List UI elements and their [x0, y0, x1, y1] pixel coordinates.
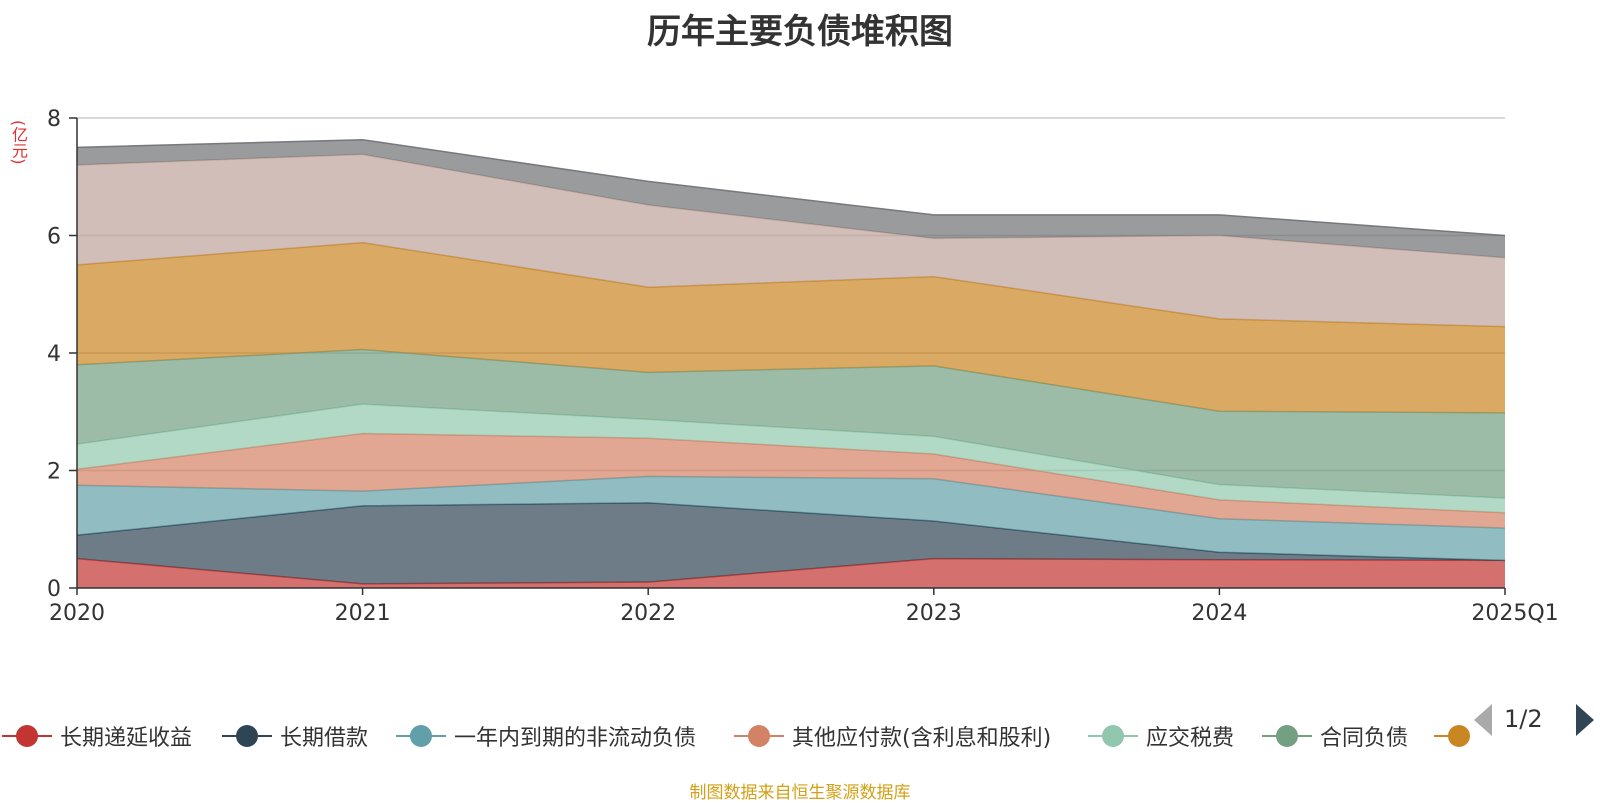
- x-tick-label: 2022: [620, 601, 676, 626]
- legend-label: 一年内到期的非流动负债: [454, 726, 697, 751]
- area-series: [77, 502, 1505, 584]
- legend-marker-icon: [396, 721, 446, 751]
- data-source-note: 制图数据来自恒生聚源数据库: [689, 783, 911, 803]
- x-tick-label: 2020: [49, 601, 105, 626]
- legend-item[interactable]: 长期借款: [222, 716, 368, 756]
- area-series: [77, 349, 1505, 499]
- y-tick-label: 2: [47, 460, 61, 485]
- stacked-area-chart: 0 2 4 6 8 2020 2021 2022 2023 2024 2025Q1: [47, 107, 1559, 626]
- area-series: [77, 404, 1505, 513]
- legend-prev-page-button[interactable]: [1474, 704, 1492, 736]
- legend-marker-icon: [734, 721, 784, 751]
- legend-label: 应交税费: [1146, 726, 1235, 751]
- legend-item[interactable]: 一年内到期的非流动负债: [396, 716, 696, 756]
- legend-item[interactable]: 其他应付款(含利息和股利): [734, 716, 1051, 756]
- y-tick-label: 8: [47, 107, 61, 132]
- legend-next-page-button[interactable]: [1576, 704, 1594, 736]
- legend-marker-icon: [2, 721, 52, 751]
- legend-marker-icon: [1262, 721, 1312, 751]
- x-tick-label: 2023: [906, 601, 962, 626]
- y-tick-label: 4: [47, 342, 61, 367]
- legend: 长期递延收益 长期借款 一年内到期的非流动负债 其他应付款(含利息和股利) 应交税费 合同…: [0, 716, 1470, 756]
- area-series: [77, 433, 1505, 529]
- area-series: [77, 558, 1505, 588]
- legend-marker-icon: [222, 721, 272, 751]
- legend-item[interactable]: 应付账款: [1434, 716, 1470, 756]
- y-tick-label: 0: [47, 577, 61, 602]
- legend-marker-icon: [1088, 721, 1138, 751]
- legend-item[interactable]: 应交税费: [1088, 716, 1234, 756]
- area-series: [77, 154, 1505, 327]
- series-line: [76, 138, 1506, 237]
- legend-label: 其他应付款(含利息和股利): [792, 726, 1052, 751]
- legend-marker-icon: [1434, 721, 1470, 751]
- area-series: [77, 242, 1505, 413]
- legend-item[interactable]: 长期递延收益: [2, 716, 192, 756]
- x-tick-label: 2021: [335, 601, 391, 626]
- x-tick-label: 2024: [1191, 601, 1247, 626]
- chart-title: 历年主要负债堆积图: [647, 12, 953, 52]
- legend-label: 长期递延收益: [60, 726, 193, 751]
- legend-label: 合同负债: [1320, 726, 1409, 751]
- y-tick-label: 6: [47, 225, 61, 250]
- y-axis-unit-label: (亿元): [9, 120, 28, 165]
- legend-item[interactable]: 合同负债: [1262, 716, 1408, 756]
- x-tick-label: 2025Q1: [1471, 601, 1558, 626]
- legend-label: 长期借款: [280, 726, 369, 751]
- area-series: [77, 476, 1505, 561]
- legend-pager: 1/2: [1474, 704, 1600, 738]
- legend-page-indicator: 1/2: [1504, 705, 1543, 733]
